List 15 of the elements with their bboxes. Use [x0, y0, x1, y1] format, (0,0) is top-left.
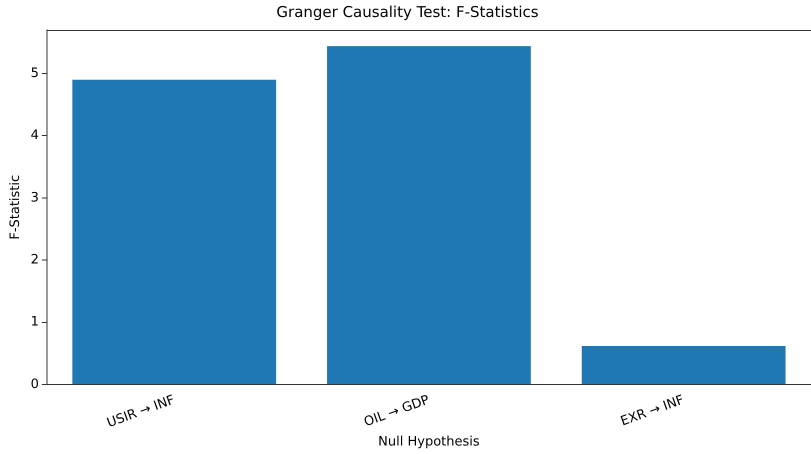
chart-title: Granger Causality Test: F-Statistics — [276, 2, 539, 21]
x-tick-label: USIR → INF — [105, 392, 177, 431]
y-axis-title: F-Statistic — [8, 174, 24, 240]
bar — [327, 46, 531, 384]
bar — [72, 80, 276, 384]
x-axis-title: Null Hypothesis — [378, 434, 480, 450]
x-tick-label: OIL → GDP — [362, 392, 432, 430]
y-tick-label: 5 — [30, 66, 39, 81]
y-tick-label: 2 — [30, 252, 39, 268]
y-tick-label: 1 — [30, 314, 39, 330]
x-tick-label: EXR → INF — [618, 392, 686, 430]
y-tick-label: 3 — [30, 190, 39, 206]
bar — [582, 346, 786, 384]
y-tick-label: 4 — [30, 128, 39, 144]
y-tick-label: 0 — [30, 376, 39, 392]
